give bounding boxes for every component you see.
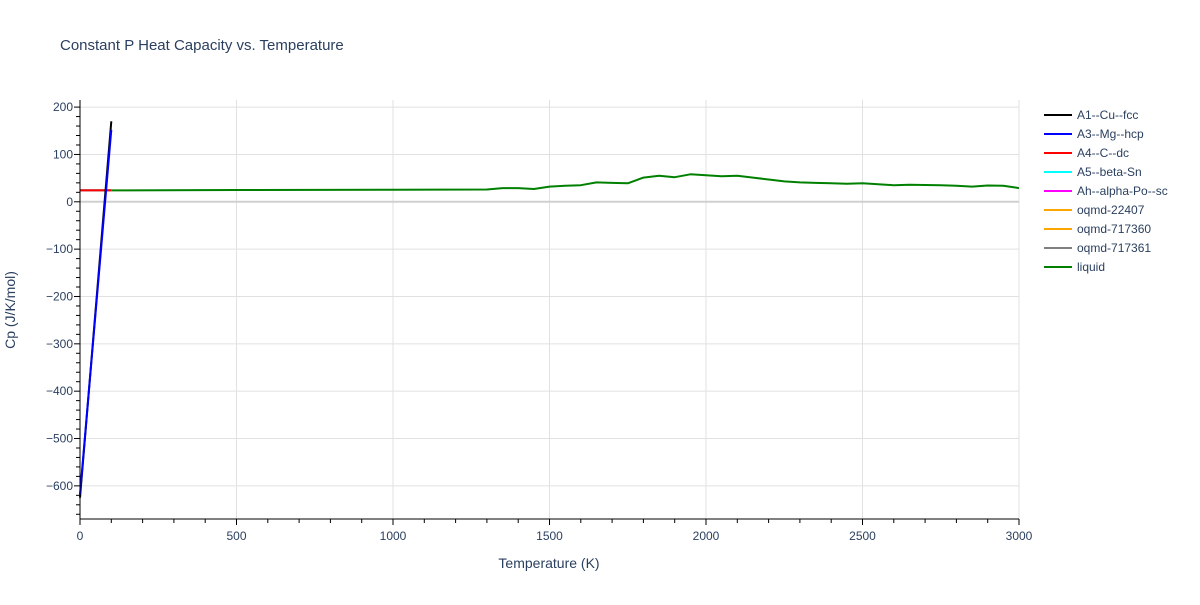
grid-lines <box>80 100 1020 519</box>
x-tick-label: 500 <box>226 529 246 543</box>
y-tick-label: 100 <box>53 147 73 161</box>
series-line-liquid <box>80 173 1020 192</box>
x-tick-label: 1000 <box>380 529 407 543</box>
y-tick-label: −100 <box>46 242 73 256</box>
legend-label: Ah--alpha-Po--sc <box>1077 184 1168 198</box>
legend-label: A4--C--dc <box>1077 146 1129 160</box>
series-line-a3-mg-hcp <box>79 129 113 495</box>
legend-item[interactable]: A3--Mg--hcp <box>1044 127 1144 141</box>
legend-label: liquid <box>1077 260 1105 274</box>
x-tick-label: 2500 <box>849 529 876 543</box>
y-tick-label: 0 <box>66 195 73 209</box>
chart-title: Constant P Heat Capacity vs. Temperature <box>60 37 344 54</box>
x-tick-label: 0 <box>77 529 84 543</box>
legend-label: oqmd-22407 <box>1077 203 1145 217</box>
x-tick-label: 3000 <box>1006 529 1033 543</box>
x-tick-label: 2000 <box>693 529 720 543</box>
y-axis-label: Cp (J/K/mol) <box>2 271 18 349</box>
plot-area <box>79 121 1020 498</box>
y-tick-label: 200 <box>53 100 73 114</box>
y-tick-label: −200 <box>46 289 73 303</box>
axes: 0 500 1000 1500 2000 2500 30002001000−100−200−… <box>46 100 1033 543</box>
y-tick-label: −400 <box>46 384 73 398</box>
legend[interactable]: A1--Cu--fcc A3--Mg--hcp A4--C--dc A5--beta-… <box>1044 108 1168 274</box>
legend-item[interactable]: oqmd-22407 <box>1044 203 1145 217</box>
legend-label: oqmd-717361 <box>1077 241 1151 255</box>
x-axis-label: Temperature (K) <box>498 555 599 571</box>
legend-item[interactable]: A4--C--dc <box>1044 146 1129 160</box>
legend-label: A3--Mg--hcp <box>1077 127 1144 141</box>
y-tick-label: −600 <box>46 479 73 493</box>
legend-label: A1--Cu--fcc <box>1077 108 1138 122</box>
x-tick-label: 1500 <box>536 529 563 543</box>
legend-item[interactable]: liquid <box>1044 260 1105 274</box>
legend-label: oqmd-717360 <box>1077 222 1151 236</box>
legend-item[interactable]: oqmd-717361 <box>1044 241 1151 255</box>
legend-item[interactable]: A1--Cu--fcc <box>1044 108 1138 122</box>
legend-item[interactable]: Ah--alpha-Po--sc <box>1044 184 1168 198</box>
legend-item[interactable]: A5--beta-Sn <box>1044 165 1142 179</box>
y-tick-label: −300 <box>46 337 73 351</box>
legend-label: A5--beta-Sn <box>1077 165 1142 179</box>
y-tick-label: −500 <box>46 432 73 446</box>
legend-item[interactable]: oqmd-717360 <box>1044 222 1151 236</box>
